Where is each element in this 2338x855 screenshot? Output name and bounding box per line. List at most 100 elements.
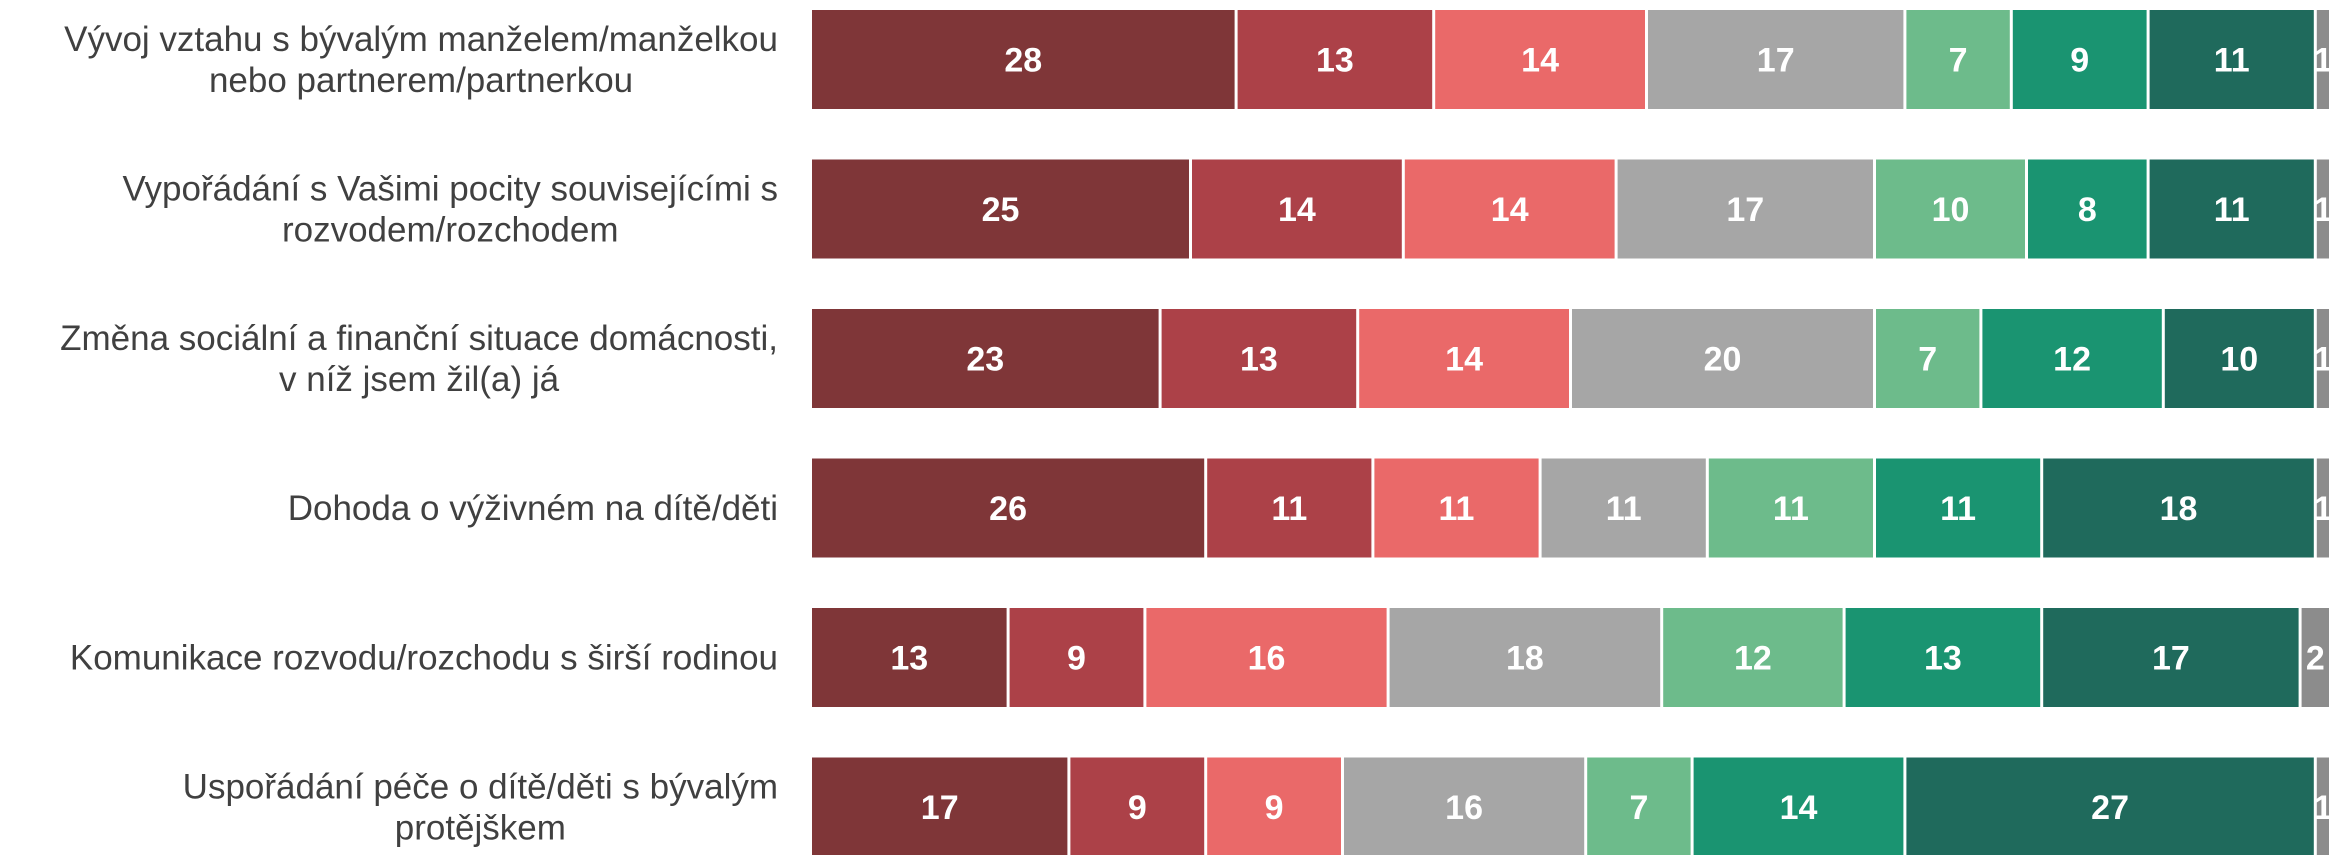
- bar-segment: [2149, 159, 2314, 259]
- data-label: 10: [1932, 191, 1970, 229]
- category-label-line: Uspořádání péče o dítě/děti s bývalým: [183, 768, 778, 807]
- category-label-line: Dohoda o výživném na dítě/děti: [288, 489, 778, 528]
- data-label: 1: [2313, 191, 2332, 229]
- data-label: 23: [966, 341, 1004, 379]
- bar-segment: [2043, 458, 2314, 558]
- data-label: 13: [1924, 640, 1962, 678]
- bar-segment: [2164, 309, 2314, 408]
- category-label: Změna sociální a finanční situace domácn…: [60, 319, 778, 399]
- data-label: 28: [1004, 42, 1042, 80]
- data-label: 17: [921, 789, 959, 827]
- bar-segment: [812, 608, 1007, 707]
- data-label: 11: [1271, 490, 1307, 528]
- data-label: 25: [982, 191, 1020, 229]
- category-label-line: Změna sociální a finanční situace domácn…: [60, 319, 778, 358]
- data-label: 18: [2160, 490, 2198, 528]
- category-label: Uspořádání péče o dítě/děti s bývalým pro…: [183, 768, 778, 848]
- bar-segment: [1207, 458, 1372, 558]
- bar-segment: [1572, 309, 1873, 408]
- data-label: 9: [2070, 42, 2089, 80]
- bar-segment: [1237, 10, 1433, 109]
- data-label: 13: [890, 640, 928, 678]
- bar-segment: [1541, 458, 1706, 558]
- bar-segment: [1906, 757, 2314, 855]
- bar-segment: [1845, 608, 2041, 707]
- bar-segment: [1009, 608, 1144, 707]
- data-label: 12: [1734, 640, 1772, 678]
- category-label-line: nebo partnerem/partnerkou: [209, 61, 633, 100]
- category-label: Komunikace rozvodu/rozchodu s širší rodi…: [70, 639, 778, 678]
- data-label: 17: [2152, 640, 2190, 678]
- bar-area: 28 13 14 17 7 9 11 125 14 14 17 10 8 11 123 13 14 20 7 12 10…: [812, 10, 2332, 855]
- data-label: 11: [2214, 42, 2250, 80]
- bar-segment: [2316, 10, 2329, 109]
- data-label: 11: [1606, 490, 1642, 528]
- data-label: 27: [2091, 789, 2129, 827]
- data-label: 11: [1439, 490, 1475, 528]
- bar-segment: [1982, 309, 2162, 408]
- data-label: 17: [1726, 191, 1764, 229]
- bar-segment: [812, 757, 1068, 855]
- category-label-line: Vývoj vztahu s bývalým manželem/manželko…: [64, 20, 778, 59]
- data-label: 11: [2214, 191, 2250, 229]
- bar-segment: [1146, 608, 1387, 707]
- data-label: 8: [2078, 191, 2097, 229]
- bar-segment: [1435, 10, 1645, 109]
- data-label: 26: [989, 490, 1027, 528]
- data-label: 9: [1067, 640, 1086, 678]
- bar-segment: [2316, 757, 2329, 855]
- bar-segment: [1161, 309, 1357, 408]
- data-label: 1: [2313, 789, 2332, 827]
- bar-segment: [2301, 608, 2329, 707]
- bar-segment: [2043, 608, 2299, 707]
- data-label: 14: [1278, 191, 1316, 229]
- bar-segment: [1207, 757, 1341, 855]
- data-label: 7: [1918, 341, 1937, 379]
- data-label: 14: [1780, 789, 1818, 827]
- bar-segment: [812, 458, 1205, 558]
- data-label: 1: [2313, 42, 2332, 80]
- bar-segment: [1876, 458, 2041, 558]
- data-label: 1: [2313, 490, 2332, 528]
- bar-segment: [1389, 608, 1661, 707]
- bar-segment: [1693, 757, 1904, 855]
- data-label: 11: [1773, 490, 1809, 528]
- bar-segment: [1359, 309, 1569, 408]
- data-label: 9: [1128, 789, 1147, 827]
- category-label: Vypořádání s Vašimi pocity souvisejícími…: [122, 170, 778, 250]
- bar-segment: [1708, 458, 1873, 558]
- bar-segment: [1070, 757, 1205, 855]
- bar-segment: [1404, 159, 1615, 259]
- bar-segment: [2316, 309, 2329, 408]
- data-label: 7: [1629, 789, 1648, 827]
- data-label: 7: [1949, 42, 1968, 80]
- data-label: 11: [1940, 490, 1976, 528]
- category-label-line: v níž jsem žil(a) já: [279, 360, 560, 399]
- bar-segment: [1617, 159, 1873, 259]
- category-label-line: rozvodem/rozchodem: [282, 211, 619, 250]
- data-label: 1: [2313, 341, 2332, 379]
- data-label: 14: [1521, 42, 1559, 80]
- category-labels: Vývoj vztahu s bývalým manželem/manželko…: [60, 20, 778, 848]
- bar-segment: [1344, 757, 1585, 855]
- bar-segment: [812, 10, 1235, 109]
- data-label: 17: [1757, 42, 1795, 80]
- data-label: 12: [2053, 341, 2091, 379]
- bar-segment: [1374, 458, 1539, 558]
- data-label: 18: [1506, 640, 1544, 678]
- bar-segment: [812, 159, 1189, 259]
- bar-segment: [1192, 159, 1402, 259]
- data-label: 13: [1240, 341, 1278, 379]
- category-label: Dohoda o výživném na dítě/děti: [288, 489, 778, 528]
- bar-segment: [812, 309, 1159, 408]
- data-label: 9: [1265, 789, 1284, 827]
- bar-segment: [2149, 10, 2314, 109]
- data-label: 10: [2220, 341, 2258, 379]
- category-label-line: protějškem: [395, 809, 566, 848]
- bar-segment: [2316, 458, 2329, 558]
- bar-segment: [2316, 159, 2329, 259]
- data-label: 20: [1704, 341, 1742, 379]
- data-label: 14: [1445, 341, 1483, 379]
- bar-segment: [1587, 757, 1691, 855]
